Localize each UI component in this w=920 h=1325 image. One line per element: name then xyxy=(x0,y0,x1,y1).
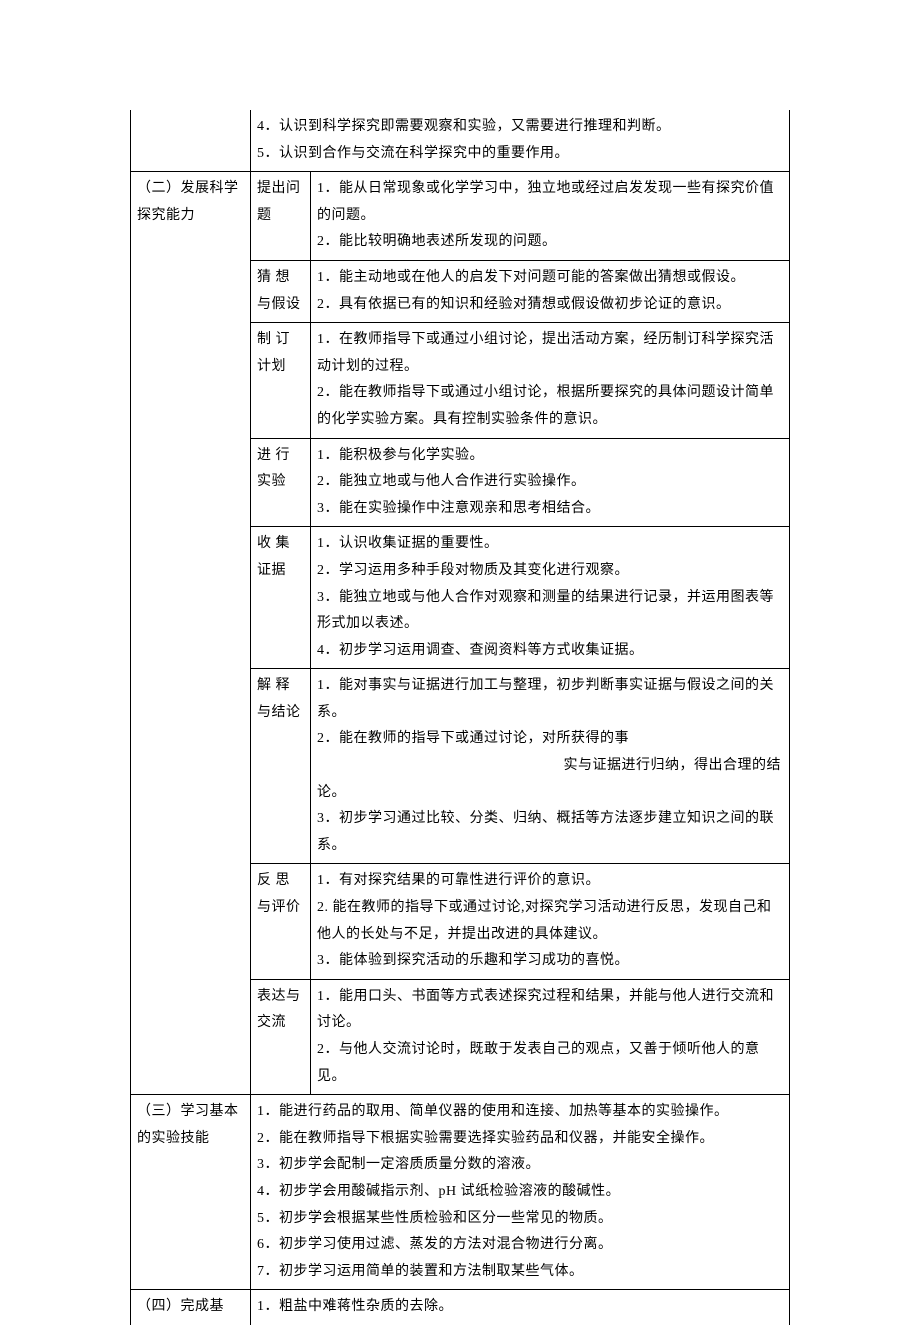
section2-content-2: 1．在教师指导下或通过小组讨论，提出活动方案，经历制订科学探究活动计划的过程。 … xyxy=(311,323,790,438)
section2-sub-4: 收 集 证据 xyxy=(251,527,311,669)
section2-sub-2: 制 订 计划 xyxy=(251,323,311,438)
section3-title: （三）学习基本的实验技能 xyxy=(131,1095,251,1290)
section3-content: 1．能进行药品的取用、简单仪器的使用和连接、加热等基本的实验操作。 2．能在教师… xyxy=(251,1095,790,1290)
section2-content-5: 1．能对事实与证据进行加工与整理，初步判断事实证据与假设之间的关系。 2．能在教… xyxy=(311,669,790,864)
section2-sub-3: 进 行 实验 xyxy=(251,438,311,527)
section2-content-6: 1．有对探究结果的可靠性进行评价的意识。 2. 能在教师的指导下或通过讨论,对探… xyxy=(311,864,790,979)
section2-sub-7: 表达与交流 xyxy=(251,979,311,1094)
section4-content: 1．粗盐中难蒋性杂质的去除。 xyxy=(251,1290,790,1325)
section2-sub-0: 提出问题 xyxy=(251,172,311,261)
row0-content: 4．认识到科学探究即需要观察和实验，又需要进行推理和判断。 5．认识到合作与交流… xyxy=(251,110,790,172)
section2-content-7: 1．能用口头、书面等方式表述探究过程和结果，并能与他人进行交流和讨论。 2．与他… xyxy=(311,979,790,1094)
section2-sub-5: 解 释 与结论 xyxy=(251,669,311,864)
section2-content-4: 1．认识收集证据的重要性。 2．学习运用多种手段对物质及其变化进行观察。 3．能… xyxy=(311,527,790,669)
empty-cell xyxy=(131,110,251,172)
section2-title: （二）发展科学探究能力 xyxy=(131,172,251,1095)
curriculum-table: 4．认识到科学探究即需要观察和实验，又需要进行推理和判断。 5．认识到合作与交流… xyxy=(130,110,790,1325)
section2-content-1: 1．能主动地或在他人的启发下对问题可能的答案做出猜想或假设。 2．具有依据已有的… xyxy=(311,260,790,322)
section2-content-0: 1．能从日常现象或化学学习中，独立地或经过启发发现一些有探究价值的问题。 2．能… xyxy=(311,172,790,261)
section4-title: （四）完成基 xyxy=(131,1290,251,1325)
section2-content-3: 1．能积极参与化学实验。 2．能独立地或与他人合作进行实验操作。 3．能在实验操… xyxy=(311,438,790,527)
section2-sub-6: 反 思 与评价 xyxy=(251,864,311,979)
section2-sub-1: 猜 想 与假设 xyxy=(251,260,311,322)
